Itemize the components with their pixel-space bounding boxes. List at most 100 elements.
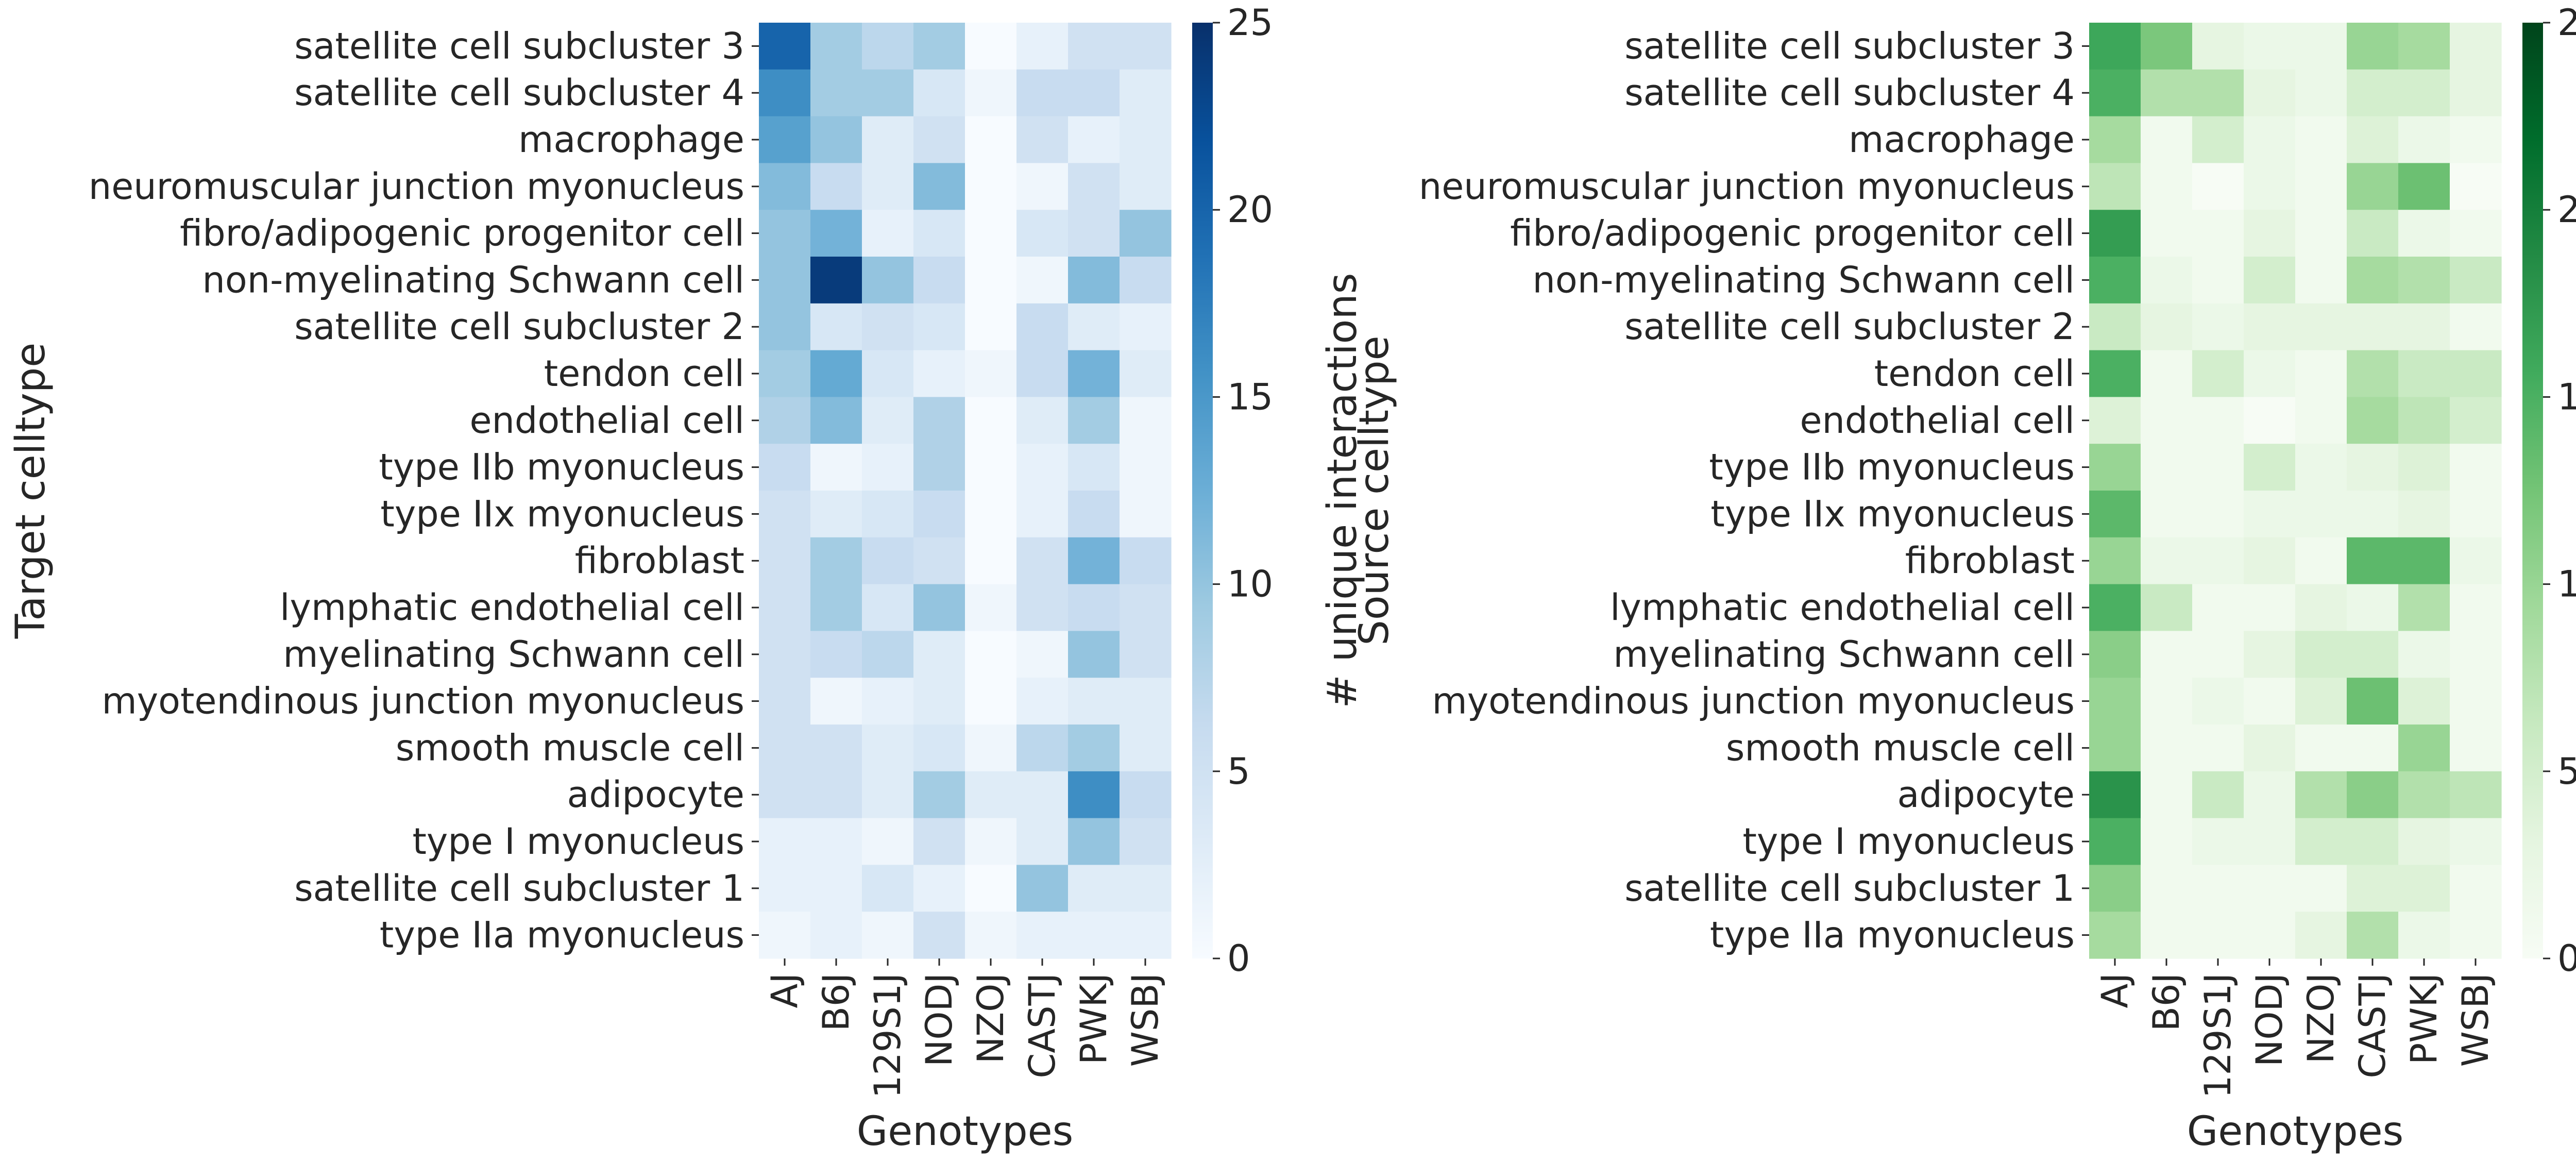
heatmap-cell: [759, 537, 811, 585]
heatmap-cell: [1068, 303, 1120, 351]
y-tick-label: endothelial cell: [469, 399, 744, 442]
heatmap-cell: [1016, 678, 1069, 725]
heatmap-cell: [1016, 771, 1069, 819]
heatmap-cell: [913, 444, 965, 491]
x-tick-label: PWKJ: [1073, 973, 1115, 1065]
heatmap-cell: [759, 491, 811, 538]
heatmap-cell: [2450, 163, 2502, 210]
heatmap-cell: [2192, 818, 2244, 865]
heatmap-cell: [1016, 397, 1069, 444]
y-tick-label: neuromuscular junction myonucleus: [1419, 165, 2075, 208]
heatmap-cell: [2450, 116, 2502, 163]
heatmap-cell: [2450, 23, 2502, 70]
colorbar-tick-label: 15: [1227, 376, 1273, 418]
heatmap-cell: [2141, 631, 2193, 678]
heatmap-cell: [965, 444, 1017, 491]
y-tick-label: smooth muscle cell: [1726, 727, 2075, 769]
heatmap-cell: [759, 163, 811, 210]
heatmap-cell: [2450, 537, 2502, 585]
heatmap-cell: [1120, 584, 1172, 631]
y-tick-label: endothelial cell: [1800, 399, 2075, 442]
heatmap-cell: [913, 116, 965, 163]
heatmap-cell: [913, 257, 965, 304]
heatmap-cell: [2295, 537, 2347, 585]
heatmap-cell: [862, 444, 914, 491]
heatmap-cell: [2450, 303, 2502, 351]
heatmap-cell: [2089, 818, 2141, 865]
heatmap-cell: [965, 116, 1017, 163]
heatmap-cell: [1068, 397, 1120, 444]
heatmap-cell: [862, 303, 914, 351]
heatmap-cell: [2295, 912, 2347, 959]
heatmap-cell: [2244, 397, 2296, 444]
heatmap-cell: [759, 350, 811, 397]
heatmap-cell: [913, 725, 965, 772]
heatmap-cell: [1016, 350, 1069, 397]
heatmap-cell: [913, 397, 965, 444]
heatmap-cell: [2295, 23, 2347, 70]
heatmap-cell: [1068, 818, 1120, 865]
heatmap-cell: [2089, 584, 2141, 631]
heatmap-cell: [913, 210, 965, 257]
heatmap-cell: [965, 303, 1017, 351]
heatmap-cell: [2450, 444, 2502, 491]
y-tick-label: satellite cell subcluster 1: [294, 867, 744, 910]
y-axis-title: Target celltype: [8, 343, 54, 639]
heatmap-cell: [913, 584, 965, 631]
heatmap-cell: [2141, 912, 2193, 959]
colorbar-tick-label: 25: [2557, 2, 2576, 44]
heatmap-cell: [2089, 444, 2141, 491]
heatmap-cell: [2450, 491, 2502, 538]
heatmap-cell: [2295, 631, 2347, 678]
heatmap-cell: [2192, 491, 2244, 538]
heatmap-cell: [2450, 912, 2502, 959]
heatmap-cell: [1068, 257, 1120, 304]
heatmap-cell: [759, 865, 811, 912]
heatmap-cell: [2450, 69, 2502, 117]
heatmap-cell: [1016, 257, 1069, 304]
heatmap-cell: [2244, 163, 2296, 210]
heatmap-cell: [2347, 350, 2399, 397]
heatmap-cell: [862, 210, 914, 257]
heatmap-cell: [2244, 865, 2296, 912]
heatmap-cell: [2398, 771, 2450, 819]
heatmap-cell: [2089, 350, 2141, 397]
heatmap-cell: [913, 537, 965, 585]
colorbar-tick-label: 0: [2557, 937, 2576, 980]
colorbar-tick-label: 25: [1227, 2, 1273, 44]
heatmap-cell: [965, 210, 1017, 257]
y-tick-label: fibroblast: [575, 540, 744, 582]
heatmap-cell: [2347, 116, 2399, 163]
heatmap-cell: [2244, 537, 2296, 585]
colorbar-tick-label: 5: [1227, 750, 1250, 793]
y-tick-label: neuromuscular junction myonucleus: [89, 165, 744, 208]
heatmap-cell: [2141, 678, 2193, 725]
heatmap-cell: [2089, 23, 2141, 70]
heatmap-cell: [1120, 631, 1172, 678]
x-tick-label: 129S1J: [2197, 973, 2239, 1098]
heatmap-cell: [2295, 350, 2347, 397]
heatmap-cell: [1016, 584, 1069, 631]
heatmap-cell: [1068, 865, 1120, 912]
heatmap-cell: [759, 912, 811, 959]
heatmap-cell: [2398, 912, 2450, 959]
heatmap-cell: [2398, 257, 2450, 304]
heatmap-cell: [2089, 537, 2141, 585]
heatmap-cell: [913, 912, 965, 959]
heatmap-cell: [810, 818, 862, 865]
y-tick-label: type IIa myonucleus: [1710, 914, 2075, 956]
heatmap-cell: [2295, 865, 2347, 912]
heatmap-cell: [759, 771, 811, 819]
heatmap-cell: [2347, 537, 2399, 585]
heatmap-cell: [2089, 257, 2141, 304]
heatmap-cell: [913, 163, 965, 210]
heatmap-cell: [913, 303, 965, 351]
y-tick-label: tendon cell: [1874, 352, 2075, 395]
heatmap-cell: [759, 725, 811, 772]
heatmap-cell: [2347, 865, 2399, 912]
heatmap-cell: [810, 303, 862, 351]
heatmap-cell: [2192, 257, 2244, 304]
heatmap-cell: [2398, 444, 2450, 491]
heatmap-cell: [2244, 912, 2296, 959]
heatmap-cell: [862, 678, 914, 725]
